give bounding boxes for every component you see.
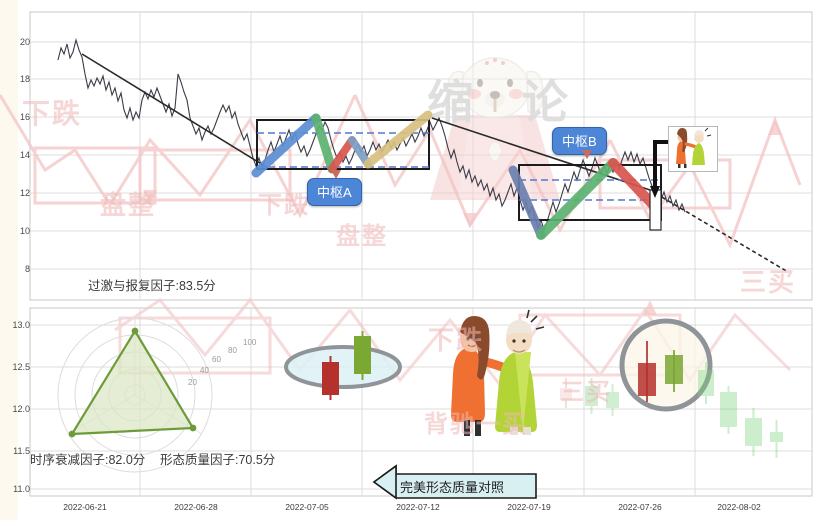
watermark-panzheng-1: 盘整: [100, 190, 157, 220]
watermark-schematic-top: [0, 94, 802, 249]
thumbnail-pointer-bracket: [653, 140, 672, 192]
x-axis-tick: 2022-07-26: [618, 502, 662, 512]
callout-arrow-head: [372, 464, 397, 500]
price-ytick: 12: [19, 188, 30, 198]
quality-ytick: 13.0: [12, 320, 30, 330]
radar-tick-100: 100: [243, 338, 257, 347]
watermark-xiadie-1: 下跌: [22, 98, 83, 129]
quality-ytick: 11.5: [13, 446, 30, 456]
pivot-label-a[interactable]: 中枢A: [307, 178, 362, 206]
x-axis-tick: 2022-06-21: [63, 502, 107, 512]
cartoon-figures: [451, 309, 545, 436]
candle-cluster-highlight-right: [619, 318, 713, 412]
thumbnail-pointer-arrow: [650, 186, 660, 198]
candle-cluster-highlight-left: [284, 331, 402, 400]
callout-label: 完美形态质量对照: [400, 480, 505, 495]
quality-ytick: 12.0: [12, 404, 30, 414]
price-ytick: 14: [19, 150, 30, 160]
downtrend-line-projection: [649, 189, 789, 273]
pivot-label-b[interactable]: 中枢B: [552, 127, 607, 155]
quality-ytick: 11.0: [13, 484, 30, 494]
price-ytick: 8: [24, 264, 30, 274]
pivot-stem-b: [582, 150, 592, 159]
price-ytick: 10: [19, 226, 30, 236]
pivot-box-a: [256, 119, 430, 170]
pivot-a-strokes: [251, 110, 433, 178]
thumbnail-art: [669, 127, 715, 169]
price-ytick: 16: [19, 112, 30, 122]
quality-ytick: 12.5: [12, 362, 30, 372]
downtrend-line-2: [431, 117, 651, 191]
watermark-beichiyimai: 背驰一买: [424, 411, 528, 438]
radar-caption-right: 形态质量因子:70.5分: [160, 453, 276, 467]
faded-candles-middle: [560, 378, 619, 416]
downtrend-line-1: [81, 53, 269, 169]
price-ytick: 18: [19, 74, 30, 84]
watermark-sanmai-1: 三买: [740, 267, 797, 297]
pivot-stem-a: [331, 170, 341, 179]
x-axis-tick: 2022-07-19: [507, 502, 551, 512]
watermark-xiadie-2: 下跌: [258, 192, 310, 219]
x-axis-tick: 2022-07-05: [285, 502, 329, 512]
x-axis-tick: 2022-08-02: [717, 502, 761, 512]
x-axis-tick: 2022-07-12: [396, 502, 440, 512]
radar-caption-left: 时序衰减因子:82.0分: [30, 453, 146, 467]
radar-tick-80: 80: [228, 346, 237, 355]
watermark-panzheng-2: 盘整: [336, 223, 388, 250]
watermark-arrowheads: [143, 120, 782, 315]
price-ytick: 20: [19, 37, 30, 47]
radar-caption-top: 过激与报复因子:83.5分: [88, 279, 216, 293]
x-axis-tick: 2022-06-28: [174, 502, 218, 512]
reference-thumbnail[interactable]: [668, 126, 718, 172]
faded-candles-right: [698, 362, 783, 458]
brand-watermark-1: 缩: [427, 76, 477, 128]
radar-tick-60: 60: [212, 355, 221, 364]
brand-watermark-2: 论: [522, 76, 572, 128]
watermark-xiadie-3: 下跌: [428, 325, 485, 355]
watermark-sanmai-2: 三买: [560, 379, 612, 406]
radar-chart: [57, 317, 213, 473]
radar-tick-40: 40: [200, 366, 209, 375]
radar-tick-20: 20: [188, 378, 197, 387]
pivot-b-strokes: [508, 158, 660, 240]
